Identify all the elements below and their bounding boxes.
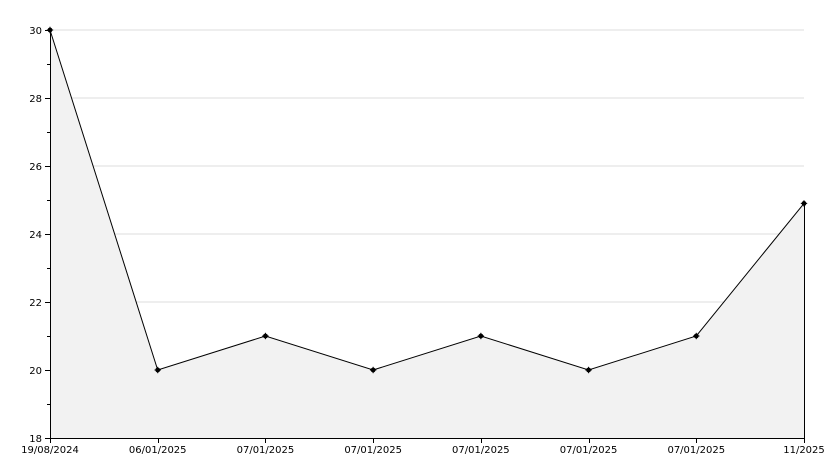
x-tick-label: 07/01/2025	[344, 445, 402, 456]
y-tick-label: 20	[29, 366, 42, 377]
y-tick-label: 26	[29, 162, 42, 173]
y-tick-label: 18	[29, 434, 42, 445]
area-fill-layer	[50, 30, 804, 438]
gridlines	[50, 29, 804, 371]
series-line	[49, 29, 805, 371]
area-fill	[50, 30, 804, 438]
x-tick-label: 07/01/2025	[237, 445, 295, 456]
x-tick-label: 19/08/2024	[21, 445, 79, 456]
data-point	[46, 26, 54, 34]
x-tick-label: 07/01/2025	[560, 445, 618, 456]
data-points	[46, 26, 808, 374]
data-point	[369, 366, 377, 374]
y-tick-labels: 18 20 22 24 26 28 30	[29, 26, 42, 445]
data-point	[154, 366, 161, 374]
y-tick-label: 28	[29, 94, 42, 105]
x-tick-label: 07/01/2025	[452, 445, 510, 456]
data-point	[262, 332, 269, 340]
x-tick-label: 06/01/2025	[129, 445, 187, 456]
y-tick-label: 30	[29, 26, 42, 37]
series-line-layer	[49, 29, 805, 371]
y-tick-label: 24	[29, 230, 42, 241]
x-tick-labels: 19/08/2024 06/01/2025 07/01/2025 07/01/2025…	[21, 445, 825, 456]
x-tick-label: 07/01/2025	[667, 445, 725, 456]
data-point	[585, 366, 592, 374]
data-point	[693, 332, 700, 340]
x-tick-label: 11/2025	[783, 445, 825, 456]
data-point	[477, 332, 485, 340]
y-tick-label: 22	[29, 298, 42, 309]
data-point	[800, 200, 808, 207]
